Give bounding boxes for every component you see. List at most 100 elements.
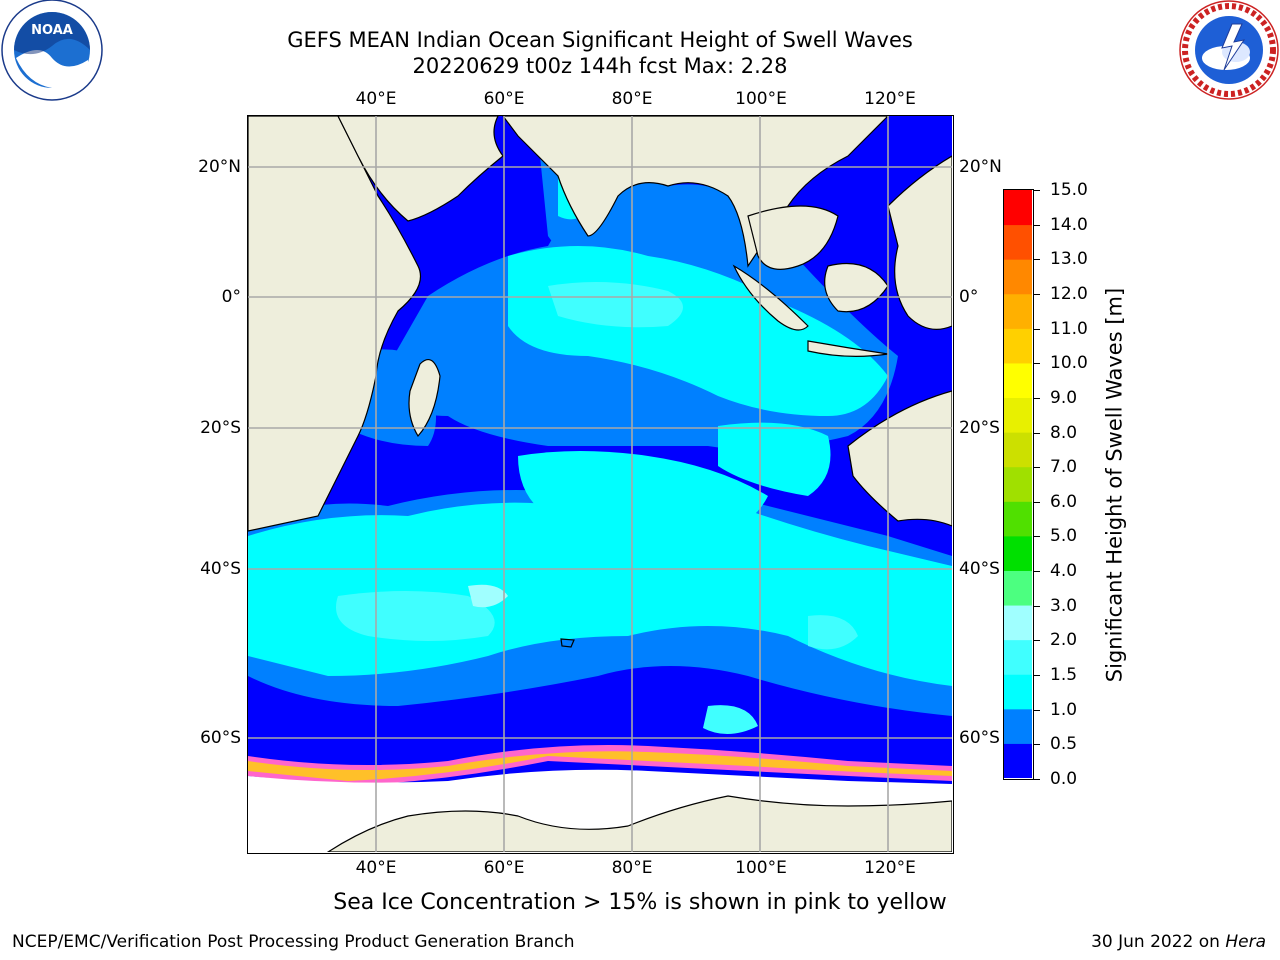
graticule <box>248 116 952 852</box>
colorbar-tick-mark <box>1034 571 1040 573</box>
lon-tick-bottom: 40°E <box>355 858 397 878</box>
colorbar-tick-label: 7.0 <box>1050 457 1078 478</box>
land-philippines-indonesia <box>887 155 952 330</box>
colorbar-tick-mark <box>1034 328 1040 330</box>
colorbar-tick-mark <box>1034 190 1040 191</box>
footer-date: 30 Jun 2022 on Hera <box>1091 932 1266 952</box>
colorbar-tick-mark <box>1034 259 1040 261</box>
lat-tick-right: 60°S <box>959 728 1000 748</box>
colorbar <box>1003 189 1034 780</box>
land-arabia <box>337 116 504 222</box>
sea-ice-edge-pink <box>248 745 952 786</box>
colorbar-swatch <box>1004 466 1032 502</box>
land-australia <box>847 390 952 527</box>
land-madagascar <box>408 358 441 438</box>
colorbar-tick-mark <box>1034 224 1040 226</box>
colorbar-swatch <box>1004 605 1032 641</box>
nws-logo <box>1178 0 1280 102</box>
lon-tick-bottom: 120°E <box>864 858 916 878</box>
colorbar-tick-mark <box>1034 536 1040 538</box>
colorbar-tick-label: 2.0 <box>1050 630 1078 651</box>
footer-date-text: 30 Jun 2022 on <box>1091 932 1226 952</box>
colorbar-tick-mark <box>1034 709 1040 711</box>
colorbar-swatch <box>1004 708 1032 744</box>
map-frame <box>247 115 954 854</box>
colorbar-tick-label: 0.5 <box>1050 734 1078 755</box>
colorbar-swatch <box>1004 501 1032 537</box>
colorbar-swatch <box>1004 259 1032 295</box>
colorbar-swatch <box>1004 674 1032 710</box>
colorbar-tick-mark <box>1034 432 1040 434</box>
colorbar-tick-label: 13.0 <box>1050 249 1088 270</box>
swell-band-10-15-subtropical <box>518 451 768 536</box>
lon-tick-top: 60°E <box>483 89 525 109</box>
colorbar-tick-label: 11.0 <box>1050 318 1088 339</box>
lat-tick-left: 60°S <box>200 728 241 748</box>
colorbar-tick-mark <box>1034 397 1040 399</box>
sea-ice-note: Sea Ice Concentration > 15% is shown in … <box>333 890 947 915</box>
lon-tick-top: 120°E <box>864 89 916 109</box>
swell-patch-20-30 <box>468 584 508 608</box>
chart-title: GEFS MEAN Indian Ocean Significant Heigh… <box>287 28 913 52</box>
land-kerguelen <box>560 638 575 648</box>
lon-tick-bottom: 100°E <box>735 858 787 878</box>
chart-subtitle: 20220629 t00z 144h fcst Max: 2.28 <box>412 54 788 78</box>
colorbar-tick-label: 1.0 <box>1050 699 1078 720</box>
lon-tick-bottom: 80°E <box>611 858 653 878</box>
colorbar-tick-label: 4.0 <box>1050 561 1078 582</box>
colorbar-tick-mark <box>1034 293 1040 295</box>
swell-patch-15-20-a <box>336 591 495 641</box>
colorbar-swatch <box>1004 639 1032 675</box>
colorbar-tick-label: 1.5 <box>1050 665 1078 686</box>
colorbar-tick-label: 12.0 <box>1050 283 1088 304</box>
swell-patch-15-20-d <box>703 705 758 735</box>
colorbar-tick-label: 8.0 <box>1050 422 1078 443</box>
colorbar-swatch <box>1004 224 1032 260</box>
colorbar-swatch <box>1004 535 1032 571</box>
colorbar-tick-mark <box>1034 640 1040 642</box>
colorbar-tick-label: 14.0 <box>1050 214 1088 235</box>
swell-band-10-15-east <box>718 422 831 496</box>
colorbar-tick-mark <box>1034 605 1040 607</box>
noaa-logo: NOAA <box>0 0 104 104</box>
colorbar-tick-label: 5.0 <box>1050 526 1078 547</box>
colorbar-tick-mark <box>1034 467 1040 469</box>
lat-tick-right: 0° <box>959 287 979 307</box>
colorbar-tick-label: 10.0 <box>1050 353 1088 374</box>
sea-ice-edge-yellow <box>248 751 952 781</box>
colorbar-tick-mark <box>1034 675 1040 677</box>
lon-tick-top: 100°E <box>735 89 787 109</box>
land-borneo <box>824 262 889 313</box>
colorbar-tick-label: 0.0 <box>1050 769 1078 789</box>
land-india-asia <box>502 116 889 268</box>
lat-tick-left: 20°S <box>200 418 241 438</box>
colorbar-tick-mark <box>1034 744 1040 746</box>
lat-tick-right: 40°S <box>959 559 1000 579</box>
svg-text:NOAA: NOAA <box>31 23 73 38</box>
lat-tick-right: 20°S <box>959 418 1000 438</box>
colorbar-tick-mark <box>1034 363 1040 365</box>
colorbar-swatch <box>1004 743 1032 778</box>
colorbar-swatch <box>1004 570 1032 606</box>
lat-tick-left: 20°N <box>198 157 241 177</box>
colorbar-label: Significant Height of Swell Waves [m] <box>1102 287 1127 683</box>
colorbar-tick-mark <box>1034 501 1040 503</box>
lon-tick-bottom: 60°E <box>483 858 525 878</box>
lon-tick-top: 40°E <box>355 89 397 109</box>
colorbar-tick-label: 9.0 <box>1050 387 1078 408</box>
colorbar-swatch <box>1004 362 1032 399</box>
swell-height-map <box>248 116 952 852</box>
land-indochina <box>747 205 839 270</box>
land-sumatra <box>732 264 809 331</box>
colorbar-tick-label: 15.0 <box>1050 180 1088 200</box>
colorbar-swatches <box>1004 190 1032 778</box>
lat-tick-left: 0° <box>221 287 241 307</box>
colorbar-swatch <box>1004 190 1032 226</box>
swell-patch-15-20-b <box>548 282 683 328</box>
lat-tick-left: 40°S <box>200 559 241 579</box>
footer-credit: NCEP/EMC/Verification Post Processing Pr… <box>12 932 575 952</box>
colorbar-tick-mark <box>1034 779 1040 780</box>
footer-host: Hera <box>1225 932 1266 952</box>
lat-tick-right: 20°N <box>959 157 1002 177</box>
colorbar-swatch <box>1004 397 1032 433</box>
